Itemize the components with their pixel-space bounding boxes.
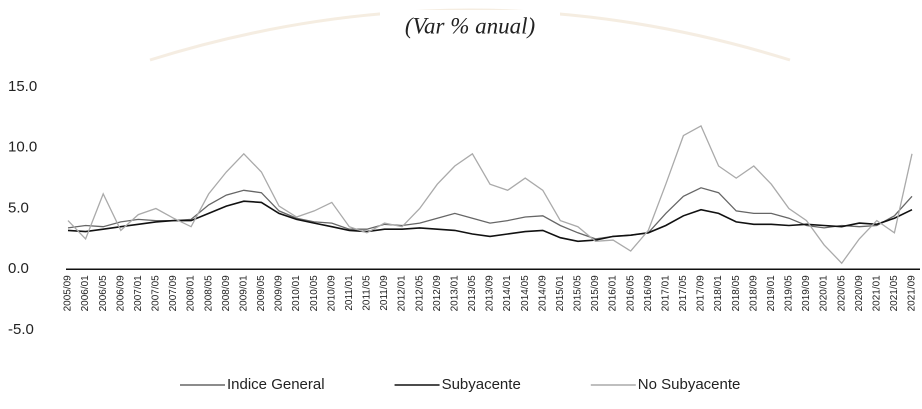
x-tick-label: 2006/09 — [115, 275, 126, 312]
x-tick-label: 2017/09 — [696, 275, 707, 312]
x-tick-label: 2010/05 — [309, 275, 320, 312]
x-tick-label: 2020/09 — [854, 275, 865, 312]
x-tick-label: 2015/05 — [573, 275, 584, 312]
y-tick-label: 15.0 — [8, 78, 37, 95]
x-tick-label: 2018/01 — [713, 275, 724, 312]
x-tick-label: 2016/01 — [608, 275, 619, 312]
x-tick-label: 2017/05 — [678, 275, 689, 312]
x-tick-label: 2014/05 — [520, 275, 531, 312]
x-tick-label: 2010/09 — [326, 275, 337, 312]
x-tick-label: 2013/05 — [467, 275, 478, 312]
x-tick-label: 2020/01 — [819, 275, 830, 312]
x-tick-label: 2016/09 — [643, 275, 654, 312]
x-tick-label: 2018/09 — [748, 275, 759, 312]
x-tick-label: 2016/05 — [625, 275, 636, 312]
x-tick-label: 2013/09 — [485, 275, 496, 312]
y-tick-label: 0.0 — [8, 260, 29, 277]
x-tick-label: 2018/05 — [731, 275, 742, 312]
series-line — [67, 187, 913, 240]
legend-label: No Subyacente — [638, 376, 741, 393]
x-tick-label: 2017/01 — [660, 275, 671, 312]
x-tick-label: 2006/01 — [80, 275, 91, 312]
title-backing — [380, 10, 560, 42]
x-tick-label: 2015/01 — [555, 275, 566, 312]
x-tick-label: 2008/09 — [221, 275, 232, 312]
x-tick-label: 2009/05 — [256, 275, 267, 312]
legend-label: Indice General — [227, 376, 325, 393]
x-tick-label: 2011/05 — [362, 275, 373, 311]
x-tick-label: 2007/01 — [133, 275, 144, 312]
x-tick-label: 2013/01 — [449, 275, 460, 312]
x-tick-label: 2015/09 — [590, 275, 601, 312]
x-tick-label: 2019/05 — [784, 275, 795, 312]
legend-label: Subyacente — [442, 376, 521, 393]
x-tick-label: 2021/05 — [889, 275, 900, 312]
x-tick-label: 2010/01 — [291, 275, 302, 312]
x-tick-label: 2021/01 — [871, 275, 882, 312]
background-arch — [149, 8, 791, 62]
x-tick-label: 2008/05 — [203, 275, 214, 312]
x-tick-label: 2019/01 — [766, 275, 777, 312]
x-tick-label: 2008/01 — [186, 275, 197, 312]
x-tick-label: 2012/09 — [432, 275, 443, 312]
x-tick-label: 2012/01 — [397, 275, 408, 312]
x-tick-label: 2014/01 — [502, 275, 513, 312]
x-tick-label: 2019/09 — [801, 275, 812, 312]
series-line — [67, 200, 913, 243]
x-tick-label: 2011/01 — [344, 275, 355, 311]
x-tick-label: 2011/09 — [379, 275, 390, 311]
y-tick-label: -5.0 — [8, 321, 34, 338]
x-tick-label: 2007/05 — [151, 275, 162, 312]
chart-title: (Var % anual) — [405, 13, 535, 38]
x-tick-label: 2020/05 — [836, 275, 847, 312]
arch — [149, 8, 791, 62]
x-tick-label: 2009/09 — [274, 275, 285, 312]
series-line — [67, 124, 913, 265]
x-tick-label: 2014/09 — [537, 275, 548, 312]
x-tick-label: 2005/09 — [63, 275, 74, 312]
x-tick-label: 2007/09 — [168, 275, 179, 312]
x-tick-label: 2012/05 — [414, 275, 425, 312]
x-tick-label: 2006/05 — [98, 275, 109, 312]
y-tick-label: 5.0 — [8, 199, 29, 216]
y-tick-label: 10.0 — [8, 139, 37, 156]
x-tick-label: 2021/09 — [907, 275, 918, 312]
x-tick-label: 2009/01 — [238, 275, 249, 312]
